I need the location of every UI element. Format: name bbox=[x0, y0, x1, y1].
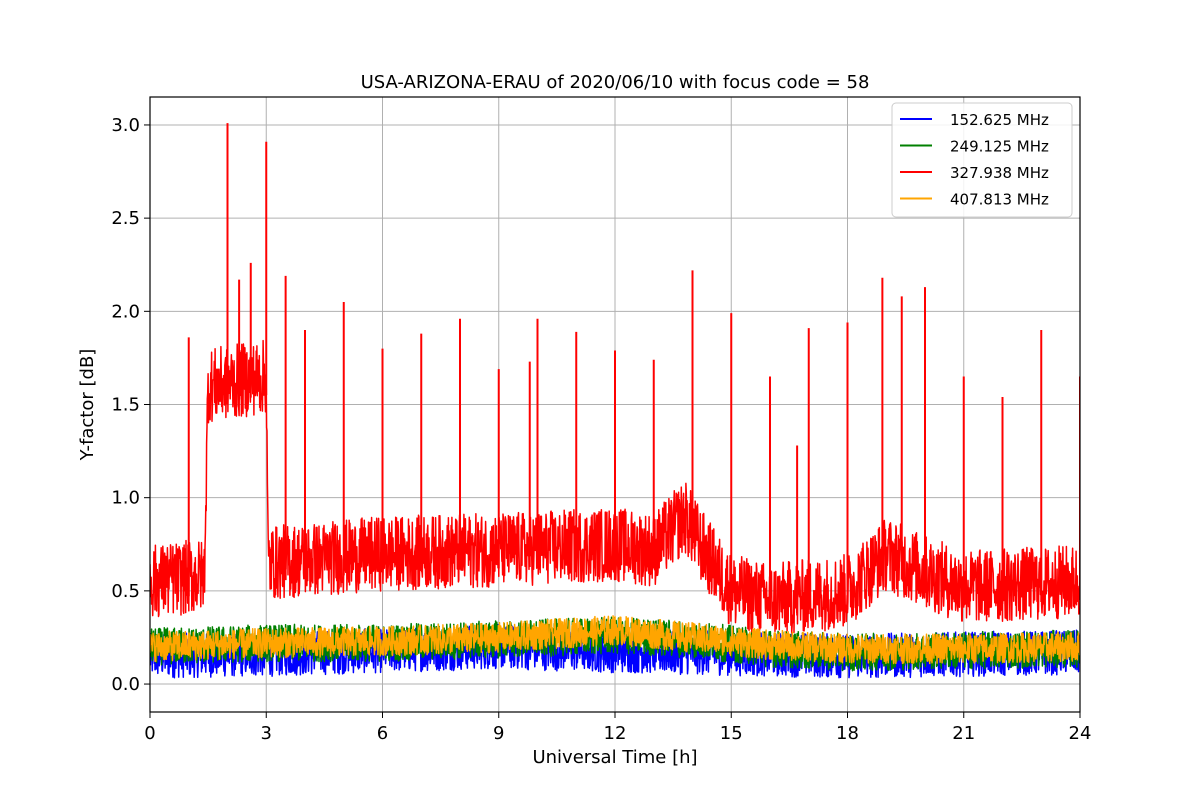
legend-label: 407.813 MHz bbox=[950, 191, 1049, 209]
legend-label: 327.938 MHz bbox=[950, 164, 1049, 182]
y-tick-label: 2.0 bbox=[111, 301, 140, 322]
x-tick-label: 6 bbox=[377, 723, 388, 744]
x-tick-label: 9 bbox=[493, 723, 504, 744]
x-tick-label: 18 bbox=[836, 723, 859, 744]
x-tick-label: 12 bbox=[604, 723, 627, 744]
y-tick-label: 0.0 bbox=[111, 674, 140, 695]
legend-label: 249.125 MHz bbox=[950, 138, 1049, 156]
series-line bbox=[150, 615, 1080, 665]
y-axis-ticks: 0.0 0.5 1.0 1.5 2.0 2.5 3.0 bbox=[111, 115, 150, 695]
legend-box bbox=[891, 102, 1073, 218]
x-tick-label: 21 bbox=[952, 723, 975, 744]
chart-title: USA-ARIZONA-ERAU of 2020/06/10 with focu… bbox=[361, 72, 870, 93]
x-tick-label: 15 bbox=[720, 723, 743, 744]
y-tick-label: 1.5 bbox=[111, 395, 140, 416]
y-tick-label: 2.5 bbox=[111, 208, 140, 229]
y-axis-label: Y-factor [dB] bbox=[77, 349, 98, 462]
x-tick-label: 24 bbox=[1069, 723, 1092, 744]
y-tick-label: 1.0 bbox=[111, 488, 140, 509]
x-axis-ticks: 0 3 6 9 12 15 18 21 24 bbox=[144, 712, 1091, 744]
series-group bbox=[150, 123, 1080, 679]
y-tick-label: 0.5 bbox=[111, 581, 140, 602]
x-axis-label: Universal Time [h] bbox=[532, 747, 697, 768]
y-tick-label: 3.0 bbox=[111, 115, 140, 136]
legend-label: 152.625 MHz bbox=[950, 111, 1049, 129]
x-tick-label: 0 bbox=[144, 723, 155, 744]
legend: 152.625 MHz 249.125 MHz 327.938 MHz 407.813… bbox=[891, 102, 1073, 218]
x-tick-label: 3 bbox=[261, 723, 272, 744]
